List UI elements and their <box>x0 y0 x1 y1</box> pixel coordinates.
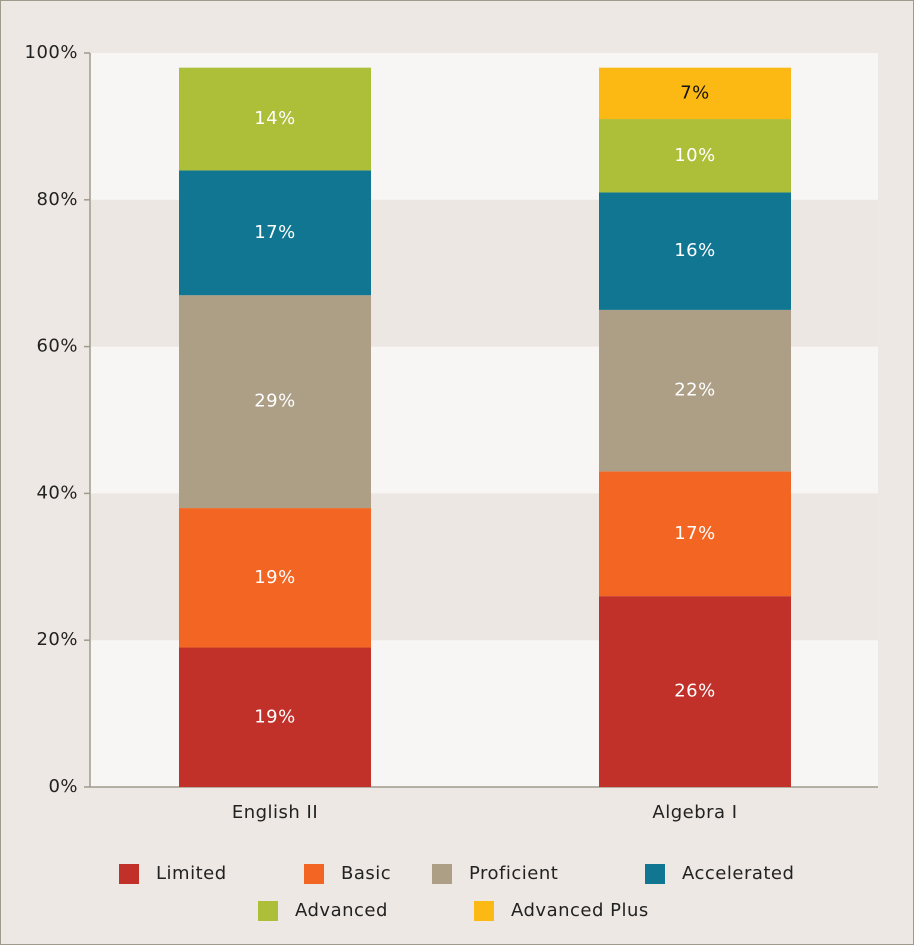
bar-segment <box>179 67 371 171</box>
legend-swatch <box>645 864 665 884</box>
bar-segment <box>599 309 791 472</box>
y-tick-label: 40% <box>36 482 78 503</box>
y-tick-label: 20% <box>36 629 78 650</box>
bar-segment <box>179 647 371 787</box>
bar-segment <box>599 596 791 787</box>
legend-swatch <box>474 901 494 921</box>
data-label: 19% <box>254 706 296 727</box>
y-tick-label: 80% <box>36 189 78 210</box>
legend-label: Limited <box>156 863 227 884</box>
bar-segment <box>179 295 371 509</box>
legend-swatch <box>304 864 324 884</box>
bar-segment <box>599 119 791 193</box>
bar-segment <box>599 192 791 310</box>
data-label: 10% <box>674 145 716 166</box>
x-tick-label: English II <box>232 802 318 823</box>
data-label: 29% <box>254 391 296 412</box>
bar-segment <box>599 67 791 120</box>
bar-segment <box>599 471 791 597</box>
legend-swatch <box>432 864 452 884</box>
legend-label: Proficient <box>469 863 558 884</box>
data-label: 7% <box>680 82 710 103</box>
data-label: 26% <box>674 681 716 702</box>
data-label: 17% <box>674 523 716 544</box>
legend-label: Basic <box>341 863 391 884</box>
y-tick-label: 0% <box>48 776 78 797</box>
data-label: 14% <box>254 108 296 129</box>
x-tick-label: Algebra I <box>652 802 737 823</box>
data-label: 16% <box>674 240 716 261</box>
data-label: 19% <box>254 567 296 588</box>
bar-segment <box>179 170 371 296</box>
legend-swatch <box>258 901 278 921</box>
y-tick-label: 60% <box>36 336 78 357</box>
y-tick-label: 100% <box>25 42 78 63</box>
legend-label: Advanced Plus <box>511 900 649 921</box>
legend-label: Accelerated <box>682 863 794 884</box>
data-label: 22% <box>674 380 716 401</box>
data-label: 17% <box>254 222 296 243</box>
legend-swatch <box>119 864 139 884</box>
bar-segment <box>179 508 371 648</box>
legend-label: Advanced <box>295 900 388 921</box>
